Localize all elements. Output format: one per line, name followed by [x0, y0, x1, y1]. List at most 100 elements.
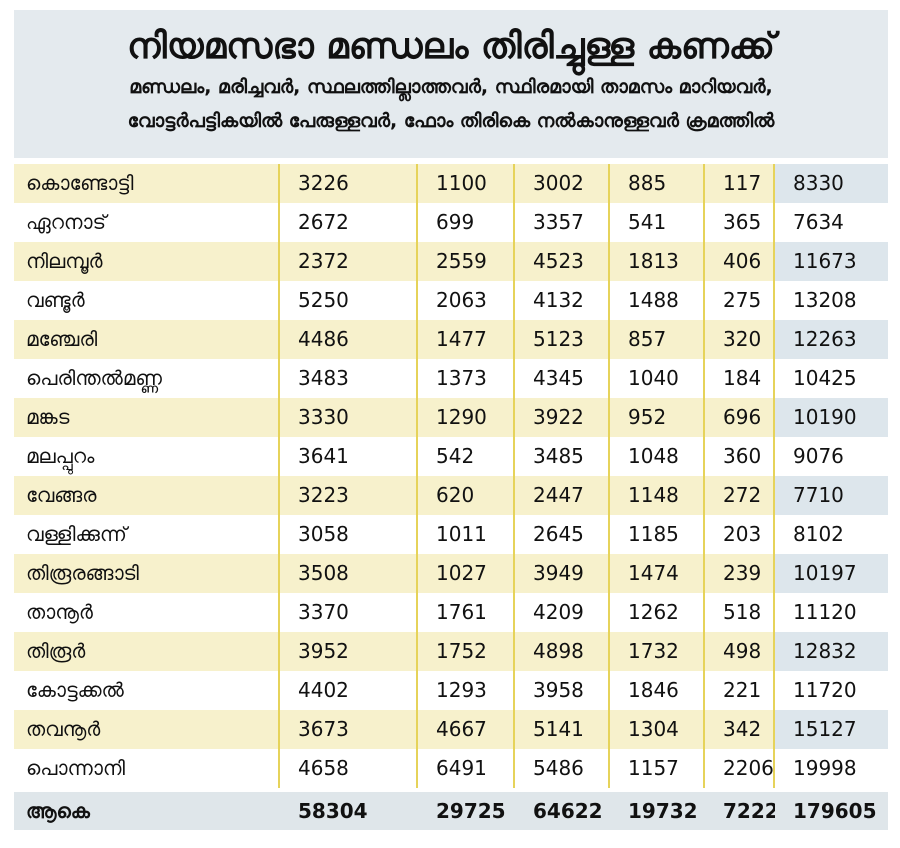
count: 2559: [418, 242, 515, 281]
constituency: തവനൂർ: [14, 710, 280, 749]
count: 239: [705, 554, 775, 593]
count: 3226: [280, 164, 418, 203]
count: 7222: [723, 799, 775, 823]
count: 1293: [418, 671, 515, 710]
count: 1027: [418, 554, 515, 593]
count: 3223: [280, 476, 418, 515]
count: 1157: [610, 749, 705, 788]
count: 4345: [515, 359, 610, 398]
count: 360: [705, 437, 775, 476]
count: 5141: [515, 710, 610, 749]
count: 1048: [610, 437, 705, 476]
count: 4898: [515, 632, 610, 671]
count: 518: [705, 593, 775, 632]
count: 179605: [793, 799, 877, 823]
count: 11120: [793, 600, 857, 624]
count: 3330: [280, 398, 418, 437]
table-row: വേങ്ങര 3223 620 2447 1148 272 7710: [14, 476, 888, 515]
count: 2063: [418, 281, 515, 320]
count: 6491: [418, 749, 515, 788]
count: 8102: [793, 522, 844, 546]
count: 952: [610, 398, 705, 437]
count: 2206: [705, 749, 775, 788]
count: 3370: [280, 593, 418, 632]
count: 2447: [515, 476, 610, 515]
table-row: പൊന്നാനി 4658 6491 5486 1157 2206 19998: [14, 749, 888, 788]
count: 620: [418, 476, 515, 515]
constituency: പെരിന്തൽമണ്ണ: [14, 359, 280, 398]
count: 12263: [775, 320, 888, 359]
table-row: ഏറനാട് 2672 699 3357 541 365 7634: [14, 203, 888, 242]
header: നിയമസഭാ മണ്ഡലം തിരിച്ചുള്ള കണക്ക് മണ്ഡലം…: [14, 10, 888, 158]
count: 699: [418, 203, 515, 242]
count: 5486: [515, 749, 610, 788]
count: 4209: [515, 593, 610, 632]
count: 1262: [610, 593, 705, 632]
count: 4486: [280, 320, 418, 359]
count: 3508: [280, 554, 418, 593]
constituency: മലപ്പുറം: [14, 437, 280, 476]
count: 885: [610, 164, 705, 203]
count: 8330: [775, 164, 888, 203]
count: 1100: [418, 164, 515, 203]
table-row: ആകെ 58304 29725 64622 19732 7222 179605: [14, 792, 888, 830]
subtitle: വോട്ടർപട്ടികയിൽ പേരുള്ളവർ, ഫോം തിരികെ നൽ…: [127, 110, 775, 132]
count: 320: [705, 320, 775, 359]
count: 2672: [280, 203, 418, 242]
count: 3673: [280, 710, 418, 749]
constituency: തിരൂർ: [14, 632, 280, 671]
count: 406: [705, 242, 775, 281]
constituency: കൊണ്ടോട്ടി: [14, 164, 280, 203]
table-row: മഞ്ചേരി 4486 1477 5123 857 320 12263: [14, 320, 888, 359]
count: 1373: [418, 359, 515, 398]
constituency: വള്ളിക്കുന്ന്: [14, 515, 280, 554]
table-row: വള്ളിക്കുന്ന് 3058 1011 2645 1185 203 8102: [14, 515, 888, 554]
count: 3002: [515, 164, 610, 203]
count: 1752: [418, 632, 515, 671]
count: 1813: [610, 242, 705, 281]
count: 3058: [280, 515, 418, 554]
count: 13208: [793, 288, 857, 312]
count: 857: [610, 320, 705, 359]
count: 4667: [418, 710, 515, 749]
count: 541: [610, 203, 705, 242]
table-row: വണ്ടൂർ 5250 2063 4132 1488 275 13208: [14, 281, 888, 320]
table-row: കോട്ടക്കൽ 4402 1293 3958 1846 221 11720: [14, 671, 888, 710]
count: 1185: [610, 515, 705, 554]
count: 1761: [418, 593, 515, 632]
count: 1477: [418, 320, 515, 359]
count: 9076: [793, 444, 844, 468]
count: 1846: [610, 671, 705, 710]
count: 12832: [775, 632, 888, 671]
table-row: മങ്കട 3330 1290 3922 952 696 10190: [14, 398, 888, 437]
count: 3357: [515, 203, 610, 242]
table-row: താനൂർ 3370 1761 4209 1262 518 11120: [14, 593, 888, 632]
count: 3641: [280, 437, 418, 476]
subtitle: മണ്ഡലം, മരിച്ചവർ, സ്ഥലത്തില്ലാത്തവർ, സ്ഥ…: [129, 76, 773, 98]
constituency: താനൂർ: [14, 593, 280, 632]
count: 4523: [515, 242, 610, 281]
constituency: മഞ്ചേരി: [14, 320, 280, 359]
constituency: ആകെ: [26, 799, 90, 823]
table-row: തിരൂർ 3952 1752 4898 1732 498 12832: [14, 632, 888, 671]
count: 19732: [628, 799, 698, 823]
constituency: പൊന്നാനി: [14, 749, 280, 788]
count: 3485: [515, 437, 610, 476]
count: 10197: [775, 554, 888, 593]
count: 3949: [515, 554, 610, 593]
constituency: തിരൂരങ്ങാടി: [14, 554, 280, 593]
count: 365: [705, 203, 775, 242]
count: 11673: [775, 242, 888, 281]
count: 221: [705, 671, 775, 710]
count: 15127: [775, 710, 888, 749]
count: 4402: [280, 671, 418, 710]
count: 10190: [775, 398, 888, 437]
constituency: വണ്ടൂർ: [14, 281, 280, 320]
title: നിയമസഭാ മണ്ഡലം തിരിച്ചുള്ള കണക്ക്: [127, 26, 775, 67]
count: 2372: [280, 242, 418, 281]
count: 3483: [280, 359, 418, 398]
count: 10425: [793, 366, 857, 390]
table-row: കൊണ്ടോട്ടി 3226 1100 3002 885 117 8330: [14, 164, 888, 203]
table-row: നിലമ്പൂർ 2372 2559 4523 1813 406 11673: [14, 242, 888, 281]
